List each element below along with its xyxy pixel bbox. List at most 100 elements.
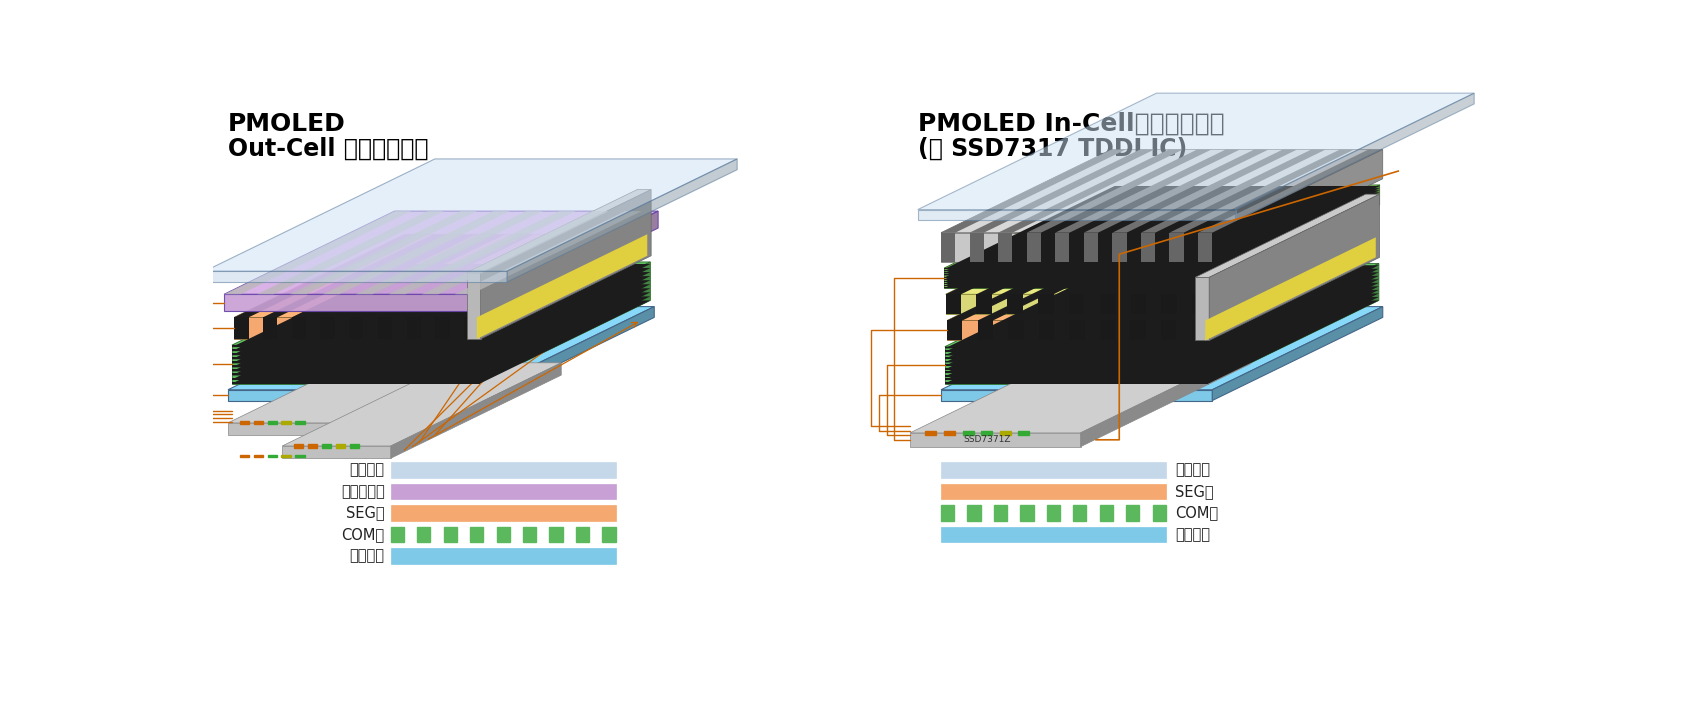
- Polygon shape: [944, 274, 1209, 276]
- Bar: [942, 462, 1166, 477]
- Polygon shape: [945, 276, 1379, 359]
- Bar: [1100, 506, 1114, 520]
- Polygon shape: [1130, 238, 1316, 320]
- Polygon shape: [224, 294, 488, 311]
- Polygon shape: [1212, 307, 1382, 401]
- Polygon shape: [1069, 320, 1085, 341]
- Bar: [240, 455, 248, 457]
- Polygon shape: [945, 279, 1379, 363]
- Polygon shape: [1170, 233, 1183, 262]
- Polygon shape: [1209, 264, 1379, 384]
- Polygon shape: [481, 189, 651, 339]
- Polygon shape: [944, 287, 1209, 288]
- Polygon shape: [231, 288, 651, 371]
- Polygon shape: [337, 339, 507, 436]
- Polygon shape: [464, 317, 478, 339]
- Polygon shape: [969, 233, 984, 262]
- Polygon shape: [231, 280, 651, 363]
- Bar: [253, 455, 264, 457]
- Polygon shape: [264, 317, 277, 339]
- Polygon shape: [224, 211, 658, 294]
- Bar: [994, 506, 1006, 520]
- Polygon shape: [228, 339, 507, 423]
- Polygon shape: [1198, 233, 1212, 262]
- Text: (具 SSD7317 TDDI IC): (具 SSD7317 TDDI IC): [918, 137, 1187, 161]
- Polygon shape: [488, 211, 658, 311]
- Polygon shape: [910, 350, 1251, 433]
- Bar: [282, 455, 291, 457]
- Polygon shape: [942, 233, 1212, 262]
- Polygon shape: [1236, 93, 1474, 221]
- Polygon shape: [976, 211, 1163, 294]
- Text: PMOLED: PMOLED: [228, 112, 345, 136]
- Polygon shape: [231, 262, 651, 345]
- Polygon shape: [476, 234, 648, 339]
- Polygon shape: [231, 357, 479, 359]
- Polygon shape: [1100, 211, 1285, 294]
- Polygon shape: [947, 238, 1132, 320]
- Bar: [981, 431, 993, 436]
- Polygon shape: [228, 307, 654, 390]
- Polygon shape: [228, 423, 337, 436]
- Polygon shape: [944, 270, 1209, 271]
- Polygon shape: [1205, 238, 1375, 341]
- Polygon shape: [945, 371, 1209, 373]
- Polygon shape: [945, 269, 1379, 352]
- Polygon shape: [507, 159, 738, 282]
- Text: COM层: COM层: [1175, 506, 1219, 520]
- Polygon shape: [1130, 294, 1146, 315]
- Polygon shape: [231, 370, 479, 371]
- Polygon shape: [291, 211, 478, 294]
- Polygon shape: [944, 283, 1209, 284]
- Polygon shape: [942, 233, 955, 262]
- Bar: [942, 506, 954, 520]
- Text: 外部触摸层: 外部触摸层: [340, 484, 384, 499]
- Polygon shape: [231, 264, 651, 347]
- Polygon shape: [977, 238, 1163, 320]
- Bar: [391, 462, 615, 477]
- Polygon shape: [945, 346, 1209, 384]
- Polygon shape: [257, 211, 444, 294]
- Polygon shape: [464, 234, 649, 317]
- Bar: [240, 421, 248, 424]
- Polygon shape: [478, 234, 649, 339]
- Polygon shape: [292, 317, 306, 339]
- Polygon shape: [945, 382, 1209, 384]
- Polygon shape: [944, 272, 1209, 274]
- Text: COM层: COM层: [342, 527, 384, 542]
- Polygon shape: [1039, 320, 1054, 341]
- Polygon shape: [945, 293, 1379, 377]
- Bar: [391, 484, 615, 499]
- Polygon shape: [1069, 238, 1255, 320]
- Bar: [282, 421, 291, 424]
- Polygon shape: [231, 276, 651, 359]
- Polygon shape: [320, 234, 505, 317]
- Polygon shape: [224, 211, 411, 294]
- Polygon shape: [945, 350, 1209, 352]
- Polygon shape: [942, 390, 1212, 401]
- Polygon shape: [944, 285, 1209, 286]
- Polygon shape: [1081, 350, 1251, 447]
- Polygon shape: [1141, 233, 1154, 262]
- Polygon shape: [377, 317, 393, 339]
- Bar: [1073, 506, 1086, 520]
- Polygon shape: [1192, 211, 1379, 294]
- Polygon shape: [1209, 185, 1380, 288]
- Polygon shape: [1130, 211, 1316, 294]
- Polygon shape: [945, 346, 1209, 349]
- Polygon shape: [944, 188, 1380, 271]
- Polygon shape: [323, 211, 510, 294]
- Bar: [1047, 506, 1061, 520]
- Polygon shape: [945, 286, 1379, 370]
- Bar: [942, 527, 1166, 542]
- Bar: [1153, 506, 1166, 520]
- Bar: [253, 421, 264, 424]
- Polygon shape: [1161, 294, 1176, 315]
- Polygon shape: [1192, 294, 1207, 315]
- Bar: [391, 549, 615, 563]
- Bar: [416, 527, 430, 542]
- Text: 底层玻璃: 底层玻璃: [1175, 527, 1210, 542]
- Polygon shape: [406, 234, 592, 317]
- Polygon shape: [468, 273, 481, 339]
- Polygon shape: [944, 190, 1380, 274]
